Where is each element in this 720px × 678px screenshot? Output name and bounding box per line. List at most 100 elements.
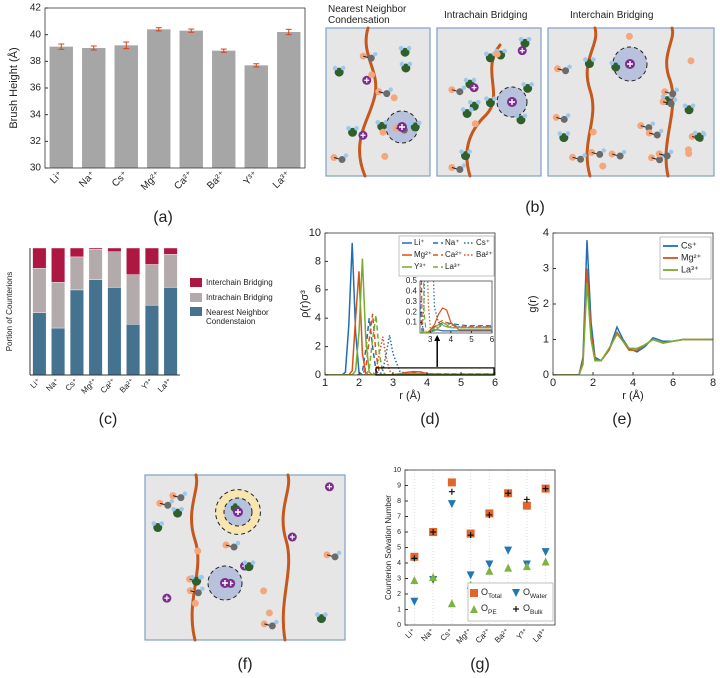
atom <box>565 131 571 136</box>
y-tick-label: 2 <box>543 298 549 310</box>
counterion-sign <box>235 509 241 515</box>
y-tick-label: 0 <box>543 369 549 381</box>
legend-label: Na⁺ <box>445 238 459 247</box>
counterion-sign <box>222 580 228 586</box>
atom <box>667 100 675 108</box>
marker <box>523 496 530 503</box>
atom <box>674 87 679 93</box>
x-tick-label: 4 <box>630 377 636 389</box>
marker <box>541 557 550 566</box>
water <box>153 523 163 533</box>
marker <box>486 511 493 518</box>
panel-label: (g) <box>470 656 490 673</box>
atom <box>669 90 677 98</box>
x-tick-label: Ba²⁺ <box>205 169 228 192</box>
y-tick-label: 36 <box>30 83 42 94</box>
y-axis-label: Portion of Counterions <box>5 272 14 352</box>
atom <box>601 148 606 153</box>
counterion-sign <box>399 124 405 130</box>
y-tick-label: 38 <box>30 56 42 67</box>
marker <box>504 546 513 555</box>
atom <box>560 115 568 123</box>
legend-label-subscript: Total <box>488 593 502 600</box>
legend-label-name: O <box>481 587 488 597</box>
atom <box>567 64 572 69</box>
atom <box>250 560 256 565</box>
atom <box>407 61 413 67</box>
atom <box>591 57 596 62</box>
atom <box>171 506 176 512</box>
atom <box>383 90 391 98</box>
x-tick-label: Y³⁺ <box>140 377 155 392</box>
y-tick-label: 6 <box>315 284 321 296</box>
legend-label: Cs⁺ <box>476 238 490 247</box>
marker <box>505 490 512 497</box>
atom <box>200 586 205 591</box>
atom <box>461 85 467 90</box>
y-tick-label: 42 <box>30 3 42 14</box>
legend-label: Ba²⁺ <box>476 250 493 259</box>
inset-line <box>420 329 492 333</box>
error-bar <box>285 28 292 36</box>
atom <box>459 149 464 154</box>
y-tick-label: 10 <box>393 467 401 474</box>
bead <box>471 120 479 128</box>
inset-y-tick-label: 0.4 <box>406 287 418 296</box>
bar <box>49 46 73 168</box>
bar <box>114 45 138 169</box>
y-tick-label: 34 <box>30 109 42 120</box>
x-tick-label: 2 <box>590 377 596 389</box>
polymer-chain <box>358 26 378 178</box>
atom <box>179 506 184 512</box>
atom <box>529 82 534 87</box>
atom <box>373 51 378 57</box>
water <box>377 121 387 131</box>
x-tick-label: Ca²⁺ <box>99 377 117 395</box>
water <box>461 151 471 161</box>
x-tick-label: Mg²⁺ <box>79 377 98 396</box>
bar-segment <box>107 287 122 376</box>
x-tick-label: Li⁺ <box>29 377 43 391</box>
x-tick-label: Y³⁺ <box>515 627 530 642</box>
x-tick-label: Na⁺ <box>44 377 61 394</box>
x-tick-label: Ba²⁺ <box>118 377 136 395</box>
y-tick-label: 40 <box>30 29 42 40</box>
legend-label-name: O <box>523 587 530 597</box>
counterion-sign <box>471 85 477 91</box>
bar-segment <box>107 251 122 288</box>
panel-label: (d) <box>420 411 440 428</box>
error-bar <box>58 43 65 50</box>
inset-y-tick-label: 0.5 <box>406 276 418 285</box>
atom <box>274 619 279 625</box>
legend-label-subscript: Water <box>530 593 548 600</box>
inset-y-tick-label: 0.1 <box>406 318 418 327</box>
atom <box>343 153 349 158</box>
y-axis-label: g(r) <box>527 295 539 312</box>
water <box>584 59 594 69</box>
atom <box>650 121 655 126</box>
atom <box>616 152 624 160</box>
x-tick-label: Mg²⁺ <box>139 169 163 193</box>
bar <box>244 65 268 168</box>
atom <box>346 125 351 131</box>
data-line <box>325 335 495 375</box>
atom <box>609 60 615 66</box>
y-tick-label: 0 <box>397 622 401 629</box>
bar-segment <box>69 256 84 291</box>
atom <box>582 153 587 158</box>
x-tick-label: Cs⁺ <box>64 377 80 393</box>
counterion-sign <box>364 77 370 83</box>
legend-label-subscript: Bulk <box>530 609 543 616</box>
marker <box>448 488 455 495</box>
y-tick-label: 10 <box>309 227 321 239</box>
y-tick-label: 6 <box>397 529 401 536</box>
legend-label: OPE <box>481 603 497 615</box>
bead <box>390 94 398 102</box>
water <box>559 133 569 143</box>
inset-lines <box>420 281 492 333</box>
water <box>684 105 694 115</box>
x-tick-label: 0 <box>550 377 556 389</box>
legend-box <box>398 235 495 277</box>
atom <box>566 113 571 118</box>
